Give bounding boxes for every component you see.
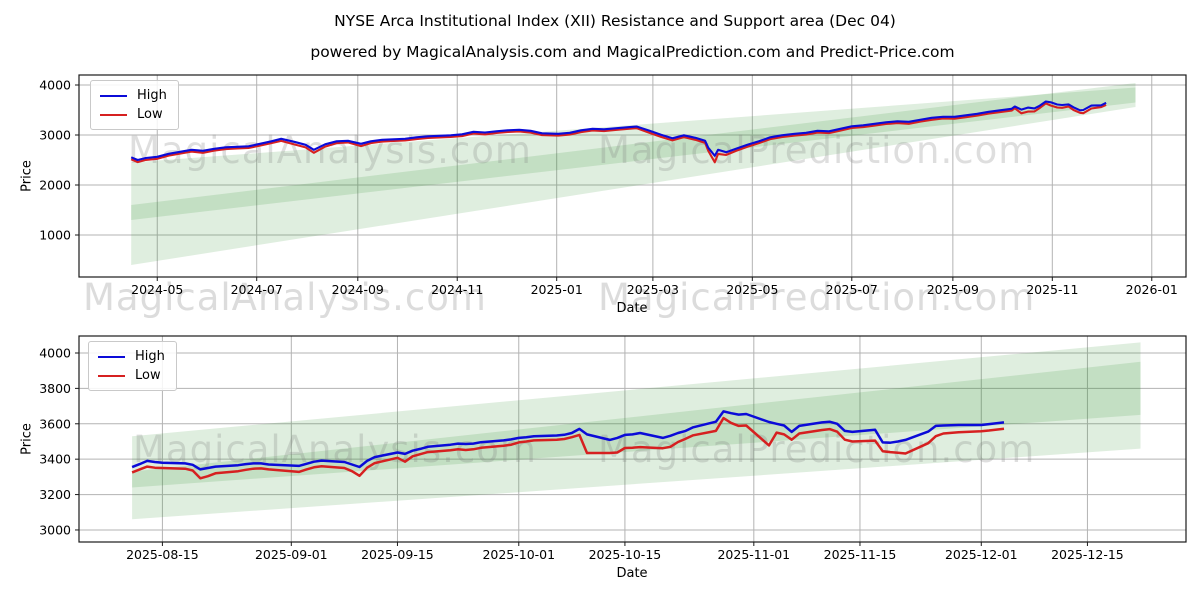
top-chart-xlabel: Date [616, 301, 648, 316]
high-line-swatch [98, 355, 125, 358]
y-tick-label: 3000 [39, 128, 71, 143]
low-line-swatch [100, 113, 127, 116]
bottom-chart-xlabel: Date [616, 566, 648, 581]
y-tick-label: 3800 [39, 381, 71, 396]
x-tick-label: 2025-09 [927, 282, 979, 297]
x-tick-label: 2025-09-15 [361, 547, 434, 562]
high-line [131, 410, 1005, 471]
legend-item-low: Low [98, 366, 165, 385]
top-chart: MagicalAnalysis.com MagicalPrediction.com… [39, 74, 1187, 298]
y-tick-label: 1000 [39, 228, 71, 243]
x-tick-label: 2025-10-15 [589, 547, 662, 562]
low-line [131, 416, 1005, 480]
y-tick-label: 3000 [39, 522, 71, 537]
figure-subtitle: powered by MagicalAnalysis.com and Magic… [310, 43, 955, 61]
x-tick-label: 2025-12-15 [1051, 547, 1124, 562]
band-1 [132, 342, 1141, 488]
y-tick-label: 2000 [39, 178, 71, 193]
x-tick-label: 2025-10-01 [482, 547, 555, 562]
x-tick-label: 2025-01 [531, 282, 583, 297]
top-chart-legend: High Low [90, 80, 179, 130]
x-tick-label: 2026-01 [1126, 282, 1178, 297]
legend-label-high: High [137, 88, 167, 103]
ticks [75, 84, 1153, 281]
x-tick-label: 2025-11-01 [717, 547, 790, 562]
tick-labels: 2024-05 2024-07 2024-09 2024-11 2025-01 2025-… [39, 78, 1178, 298]
bottom-chart-ylabel: Price [19, 423, 35, 455]
x-tick-label: 2025-12-01 [945, 547, 1018, 562]
low-line [130, 102, 1107, 164]
bottom-chart-legend: High Low [88, 341, 177, 391]
watermark-prediction: MagicalPrediction.com [598, 129, 1035, 172]
top-chart-ylabel: Price [19, 160, 35, 192]
grid [79, 75, 1186, 277]
legend-label-low: Low [137, 107, 163, 122]
legend-label-low: Low [135, 368, 161, 383]
y-tick-label: 4000 [39, 78, 71, 93]
high-line-swatch [100, 94, 127, 97]
x-tick-label: 2025-05 [726, 282, 778, 297]
x-tick-label: 2024-07 [231, 282, 283, 297]
high-line [130, 100, 1107, 162]
band-1 [131, 83, 1136, 220]
x-tick-label: 2025-08-15 [126, 547, 199, 562]
y-tick-label: 3400 [39, 452, 71, 467]
x-tick-label: 2025-03 [627, 282, 679, 297]
x-tick-label: 2024-09 [332, 282, 384, 297]
legend-item-high: High [100, 86, 167, 105]
legend-label-high: High [135, 349, 165, 364]
watermark-analysis-mid: MagicalAnalysis.com [83, 276, 487, 319]
watermark-prediction: MagicalPrediction.com [598, 428, 1035, 471]
band-0 [132, 361, 1141, 520]
x-tick-label: 2025-09-01 [255, 547, 328, 562]
x-tick-label: 2025-07 [826, 282, 878, 297]
x-tick-label: 2025-11-15 [824, 547, 897, 562]
x-tick-label: 2024-11 [431, 282, 483, 297]
y-tick-label: 3600 [39, 416, 71, 431]
x-tick-label: 2025-11 [1026, 282, 1078, 297]
watermarks: MagicalAnalysis.com MagicalPrediction.com [128, 129, 1035, 172]
y-tick-label: 4000 [39, 345, 71, 360]
figure-title: NYSE Arca Institutional Index (XII) Resi… [334, 12, 896, 30]
plot-border [78, 74, 1187, 278]
bottom-chart: MagicalAnalysis.com MagicalPrediction.com… [39, 335, 1187, 562]
plot-border [78, 335, 1187, 543]
band-0 [131, 87, 1136, 265]
y-tick-label: 3200 [39, 487, 71, 502]
legend-item-high: High [98, 347, 165, 366]
ticks [75, 352, 1088, 546]
tick-labels: 2025-08-15 2025-09-01 2025-09-15 2025-10-01… [39, 345, 1124, 562]
watermark-prediction-mid: MagicalPrediction.com [598, 276, 1036, 319]
low-line-swatch [98, 374, 125, 377]
x-tick-label: 2024-05 [131, 282, 183, 297]
legend-item-low: Low [100, 105, 167, 124]
grid [79, 336, 1186, 542]
